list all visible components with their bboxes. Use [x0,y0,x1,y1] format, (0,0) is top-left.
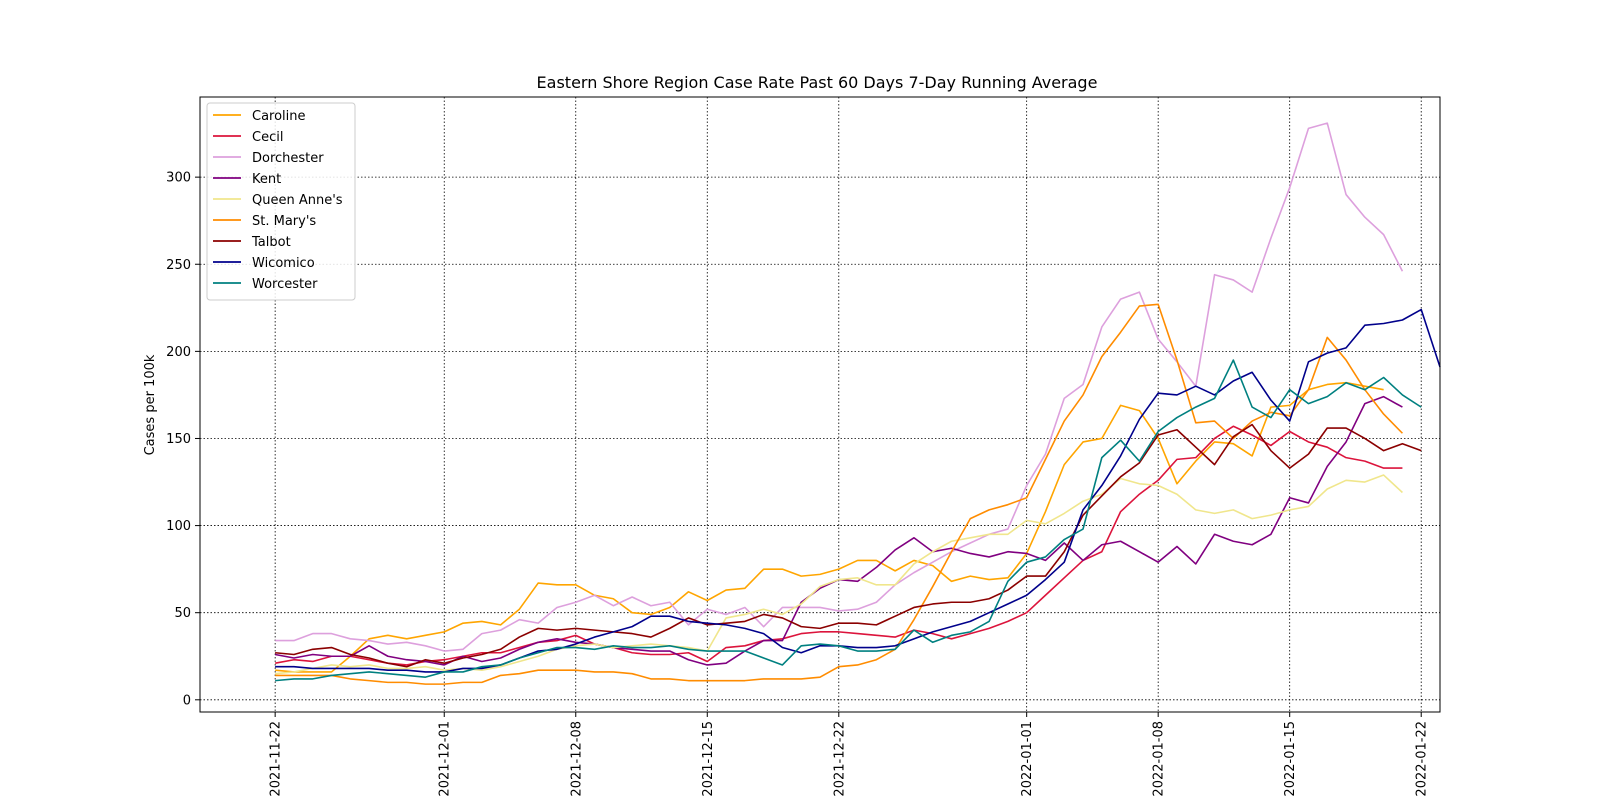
series-lines [275,122,1441,685]
series-line-st-mary-s [275,303,1403,685]
x-tick-label: 2021-11-22 [269,721,284,797]
y-axis-title: Cases per 100k [143,354,158,455]
y-tick-label: 300 [166,171,191,186]
legend-label-st-mary-s: St. Mary's [252,214,316,229]
y-tick-label: 250 [166,258,191,273]
series-line-worcester [275,359,1422,682]
series-line-talbot [275,423,1422,668]
y-tick-label: 100 [166,519,191,534]
plot-frame [199,96,1441,713]
x-tick-label: 2022-01-15 [1283,721,1298,797]
x-tick-label: 2022-01-08 [1152,721,1167,797]
legend-label-queen-anne-s: Queen Anne's [252,193,343,208]
series-line-wicomico [275,308,1441,673]
legend-label-caroline: Caroline [252,109,306,124]
legend-label-worcester: Worcester [252,277,318,292]
x-tick-label: 2021-12-22 [832,721,847,797]
x-tick-label: 2022-01-01 [1020,721,1035,797]
legend-label-dorchester: Dorchester [252,151,324,166]
chart-title: Eastern Shore Region Case Rate Past 60 D… [537,73,1098,92]
x-axis: 2021-11-22 2021-12-01 2021-12-08 2021-12-15… [269,712,1430,797]
legend: Caroline Cecil Dorchester Kent Queen Anne's S… [206,102,356,301]
y-tick-label: 150 [166,432,191,447]
y-tick-label: 50 [174,606,191,621]
x-tick-label: 2021-12-15 [701,721,716,797]
legend-box [206,102,356,301]
y-tick-label: 200 [166,345,191,360]
x-tick-label: 2021-12-01 [438,721,453,797]
legend-label-cecil: Cecil [252,130,283,145]
legend-label-kent: Kent [252,172,281,187]
y-tick-label: 0 [183,693,191,708]
series-line-caroline [275,381,1384,673]
x-tick-label: 2022-01-22 [1415,721,1430,797]
legend-label-talbot: Talbot [251,235,291,250]
x-tick-label: 2021-12-08 [569,721,584,797]
legend-label-wicomico: Wicomico [252,256,315,271]
y-axis: 0 50 100 150 200 250 300 [166,171,200,708]
series-line-dorchester [275,122,1404,652]
